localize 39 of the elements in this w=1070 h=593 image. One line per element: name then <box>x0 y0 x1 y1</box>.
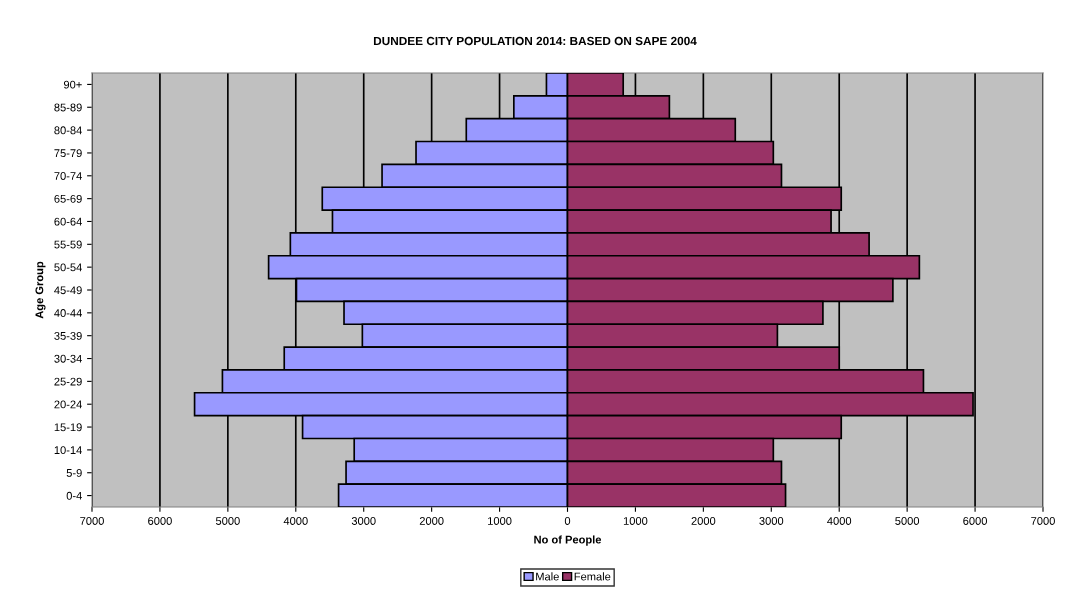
legend-label: Male <box>536 572 559 581</box>
y-tick-label: 55-59 <box>54 240 82 249</box>
y-tick-label: 30-34 <box>54 354 82 363</box>
y-tick-label: 35-39 <box>54 331 82 340</box>
y-tick-label: 60-64 <box>54 217 82 226</box>
x-tick-label: 2000 <box>691 517 716 525</box>
x-axis-title: No of People <box>534 535 602 546</box>
chart-title: DUNDEE CITY POPULATION 2014: BASED ON SAPE 2004 <box>373 36 697 46</box>
x-tick-label: 3000 <box>351 517 376 525</box>
x-tick-label: 6000 <box>148 517 172 525</box>
x-tick-label: 0 <box>564 517 571 525</box>
y-tick-label: 25-29 <box>54 377 82 386</box>
y-tick-label: 40-44 <box>54 309 82 317</box>
x-tick-label: 3000 <box>759 517 784 525</box>
x-tick-label: 7000 <box>1031 517 1055 525</box>
x-tick-label: 7000 <box>80 517 104 525</box>
legend-label: Female <box>574 572 611 581</box>
x-tick-label: 1000 <box>623 517 648 525</box>
y-tick-label: 20-24 <box>54 400 82 409</box>
y-tick-label: 80-84 <box>54 126 82 135</box>
y-tick-label: 50-54 <box>54 263 82 272</box>
y-tick-label: 70-74 <box>54 172 82 180</box>
y-tick-label: 15-19 <box>54 423 82 432</box>
y-axis-title: Age Group <box>35 261 46 319</box>
x-tick-label: 5000 <box>895 517 920 525</box>
y-tick-label: 45-49 <box>54 286 82 295</box>
y-tick-label: 0-4 <box>66 491 82 500</box>
y-tick-label: 75-79 <box>54 149 82 158</box>
x-tick-label: 6000 <box>963 517 987 525</box>
y-tick-label: 65-69 <box>54 194 82 203</box>
y-tick-label: 5-9 <box>66 469 82 477</box>
x-tick-label: 4000 <box>827 517 852 525</box>
y-tick-label: 85-89 <box>54 103 82 112</box>
y-tick-label: 10-14 <box>54 446 82 455</box>
x-tick-label: 5000 <box>215 517 240 525</box>
x-tick-label: 4000 <box>283 517 308 525</box>
x-tick-label: 2000 <box>419 517 444 525</box>
x-tick-label: 1000 <box>488 517 512 525</box>
y-tick-label: 90+ <box>63 80 82 89</box>
